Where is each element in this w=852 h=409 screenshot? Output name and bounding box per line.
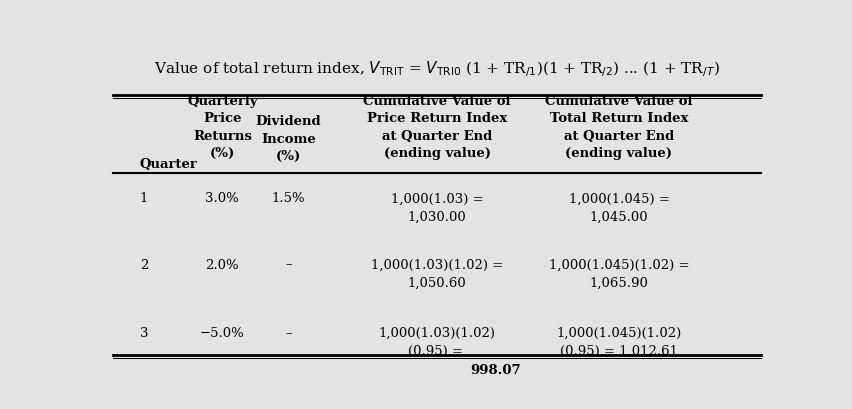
Text: Dividend
Income
(%): Dividend Income (%) [256,115,321,163]
Text: 1,000(1.03)(1.02)
(0.95) =: 1,000(1.03)(1.02) (0.95) = [378,327,495,358]
Text: 2.0%: 2.0% [205,258,239,272]
Text: Value of total return index, $V_{\mathrm{TRIT}}$ = $V_{\mathrm{TRI0}}$ (1 + TR$_: Value of total return index, $V_{\mathrm… [154,58,719,79]
Text: 1,000(1.045) =
1,045.00: 1,000(1.045) = 1,045.00 [567,192,669,223]
Text: 998.07: 998.07 [469,364,520,377]
Text: 1,000(1.03) =
1,030.00: 1,000(1.03) = 1,030.00 [390,192,483,223]
Text: Cumulative Value of
Price Return Index
at Quarter End
(ending value): Cumulative Value of Price Return Index a… [363,95,510,160]
Text: –: – [285,327,291,340]
Text: 1,000(1.045)(1.02)
(0.95) = 1,012.61: 1,000(1.045)(1.02) (0.95) = 1,012.61 [556,327,681,358]
Text: 1,000(1.03)(1.02) =
1,050.60: 1,000(1.03)(1.02) = 1,050.60 [371,258,503,290]
Text: –: – [285,258,291,272]
Text: Quarterly
Price
Returns
(%): Quarterly Price Returns (%) [187,95,257,160]
Text: 1.5%: 1.5% [271,192,305,205]
Text: 3.0%: 3.0% [205,192,239,205]
Text: 2: 2 [140,258,148,272]
Text: 3: 3 [140,327,148,340]
Text: 1: 1 [140,192,148,205]
Text: 1,000(1.045)(1.02) =
1,065.90: 1,000(1.045)(1.02) = 1,065.90 [548,258,688,290]
Text: Cumulative Value of
Total Return Index
at Quarter End
(ending value): Cumulative Value of Total Return Index a… [544,95,692,160]
Text: −5.0%: −5.0% [199,327,245,340]
Text: Quarter: Quarter [140,158,198,171]
